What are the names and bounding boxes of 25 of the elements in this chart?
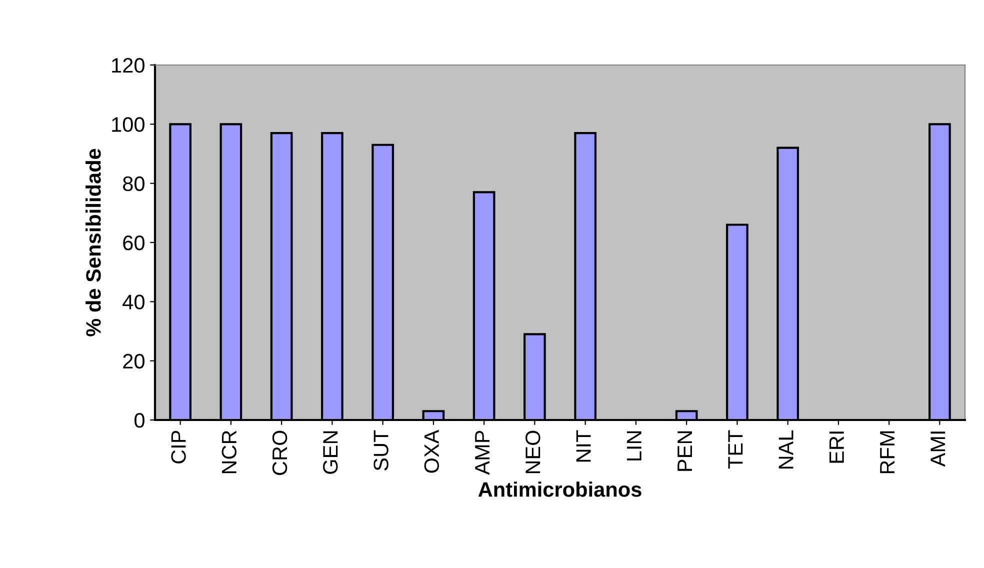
x-tick-label: ERI xyxy=(829,432,844,463)
x-tick-label: NAL xyxy=(778,430,794,469)
x-axis-title: Antimicrobianos xyxy=(478,482,642,497)
x-tick-label: OXA xyxy=(424,430,440,473)
y-tick-label: 40 xyxy=(122,294,144,310)
y-tick-label: 60 xyxy=(123,236,144,250)
y-axis-title: % de Sensibilidade xyxy=(86,148,101,336)
x-tick-label: LIN xyxy=(626,431,642,460)
x-tick-label: AMI xyxy=(930,432,946,467)
x-tick-label: TET xyxy=(728,430,743,469)
y-tick-label: 20 xyxy=(123,354,144,369)
x-tick-label: PEN xyxy=(678,431,692,471)
x-tick-label: NEO xyxy=(526,430,540,474)
x-tick-label: CRO xyxy=(272,430,288,475)
x-tick-label: NCR xyxy=(222,430,237,474)
x-tick-label: GEN xyxy=(323,431,338,474)
x-tick-label: CIP xyxy=(171,430,186,464)
y-tick-label: 100 xyxy=(112,117,144,132)
y-tick-label: 80 xyxy=(123,176,144,192)
y-tick-label: 120 xyxy=(112,58,144,73)
x-tick-label: SUT xyxy=(374,430,388,470)
x-tick-label: NIT xyxy=(576,430,591,462)
x-tick-label: AMP xyxy=(475,430,490,475)
y-tick-label: 0 xyxy=(134,413,144,428)
x-tick-label: RFM xyxy=(880,431,894,474)
